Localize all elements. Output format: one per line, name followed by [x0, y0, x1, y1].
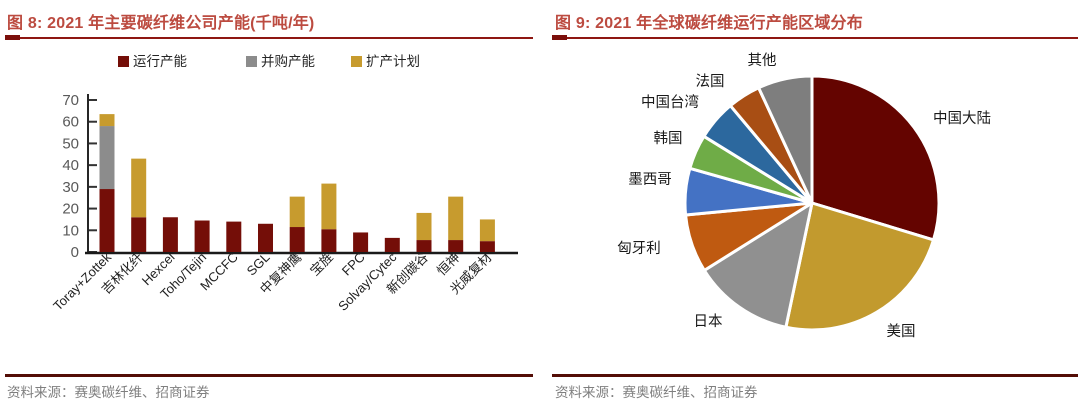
figure-8-title: 图 8: 2021 年主要碳纤维公司产能(千吨/年): [7, 15, 315, 32]
bar-segment: [321, 229, 337, 252]
legend-swatch: [246, 56, 257, 67]
bar-segment: [384, 237, 400, 252]
y-tick-label: 70: [62, 92, 79, 109]
pie-label: 法国: [696, 73, 725, 90]
pie-slice-1: [784, 201, 935, 332]
bar-segment: [99, 126, 115, 190]
y-tick-label: 60: [62, 114, 79, 131]
pie-label: 韩国: [654, 130, 683, 147]
bar-segment: [353, 232, 369, 252]
legend-label: 扩产计划: [366, 54, 420, 69]
bar-segment: [99, 114, 115, 127]
bar-segment: [416, 212, 432, 241]
figure-9-title-rule: [552, 35, 1078, 40]
pie-label: 日本: [694, 313, 723, 330]
rule-left-cap: [5, 35, 20, 40]
pie-label: 美国: [887, 323, 916, 340]
bar-segment: [289, 196, 305, 228]
bar-segment: [479, 219, 495, 242]
pie-label: 中国大陆: [933, 110, 991, 127]
pie-label: 中国台湾: [641, 94, 699, 111]
y-tick-label: 10: [62, 222, 79, 239]
legend-swatch: [118, 56, 129, 67]
bar-segment: [289, 227, 305, 252]
legend-label: 运行产能: [133, 54, 187, 69]
bar-segment: [448, 240, 464, 252]
bar-segment: [226, 221, 242, 252]
legend-label: 并购产能: [261, 54, 315, 69]
bar-segment: [131, 217, 147, 252]
pie-slice-0: [810, 74, 941, 242]
figure-9-title: 图 9: 2021 年全球碳纤维运行产能区域分布: [555, 15, 863, 32]
legend-swatch: [351, 56, 362, 67]
y-tick-label: 40: [62, 157, 79, 174]
figure-9-source: 资料来源：赛奥碳纤维、招商证券: [555, 385, 758, 400]
y-tick-label: 30: [62, 179, 79, 196]
rule-left-cap: [552, 35, 567, 40]
y-tick-label: 20: [62, 201, 79, 218]
bar-segment: [479, 241, 495, 252]
pie-label: 匈牙利: [617, 240, 661, 257]
y-tick-label: 0: [71, 244, 79, 261]
figure-8-footer-rule: [5, 374, 533, 377]
bar-segment: [131, 158, 147, 218]
bar-segment: [194, 220, 210, 252]
figure-8-panel: 图 8: 2021 年主要碳纤维公司产能(千吨/年) 运行产能 并购产能 扩产计划 0…: [5, 15, 533, 400]
figure-9-footer-rule: [552, 374, 1078, 377]
bar-segment: [448, 196, 464, 241]
bar-segment: [99, 189, 115, 252]
bar-segment: [258, 223, 273, 252]
y-tick-label: 50: [62, 135, 79, 152]
bar-segment: [416, 240, 432, 252]
pie-slice-8: [757, 74, 814, 205]
figure-9-panel: 图 9: 2021 年全球碳纤维运行产能区域分布 中国大陆美国 日本 匈牙利 墨西哥 韩…: [540, 0, 1080, 406]
figure-8-source: 资料来源：赛奥碳纤维、招商证券: [7, 385, 210, 400]
figure-8-bar-chart: 运行产能 并购产能 扩产计划010203040506070Toray+Zottek吉…: [50, 54, 518, 314]
bar-segment: [162, 217, 178, 252]
bar-segment: [321, 183, 337, 230]
pie-label: 其他: [748, 52, 777, 69]
pie-slice-2: [702, 201, 814, 329]
figure-8-title-rule: [5, 35, 533, 40]
pie-label: 墨西哥: [628, 172, 672, 188]
